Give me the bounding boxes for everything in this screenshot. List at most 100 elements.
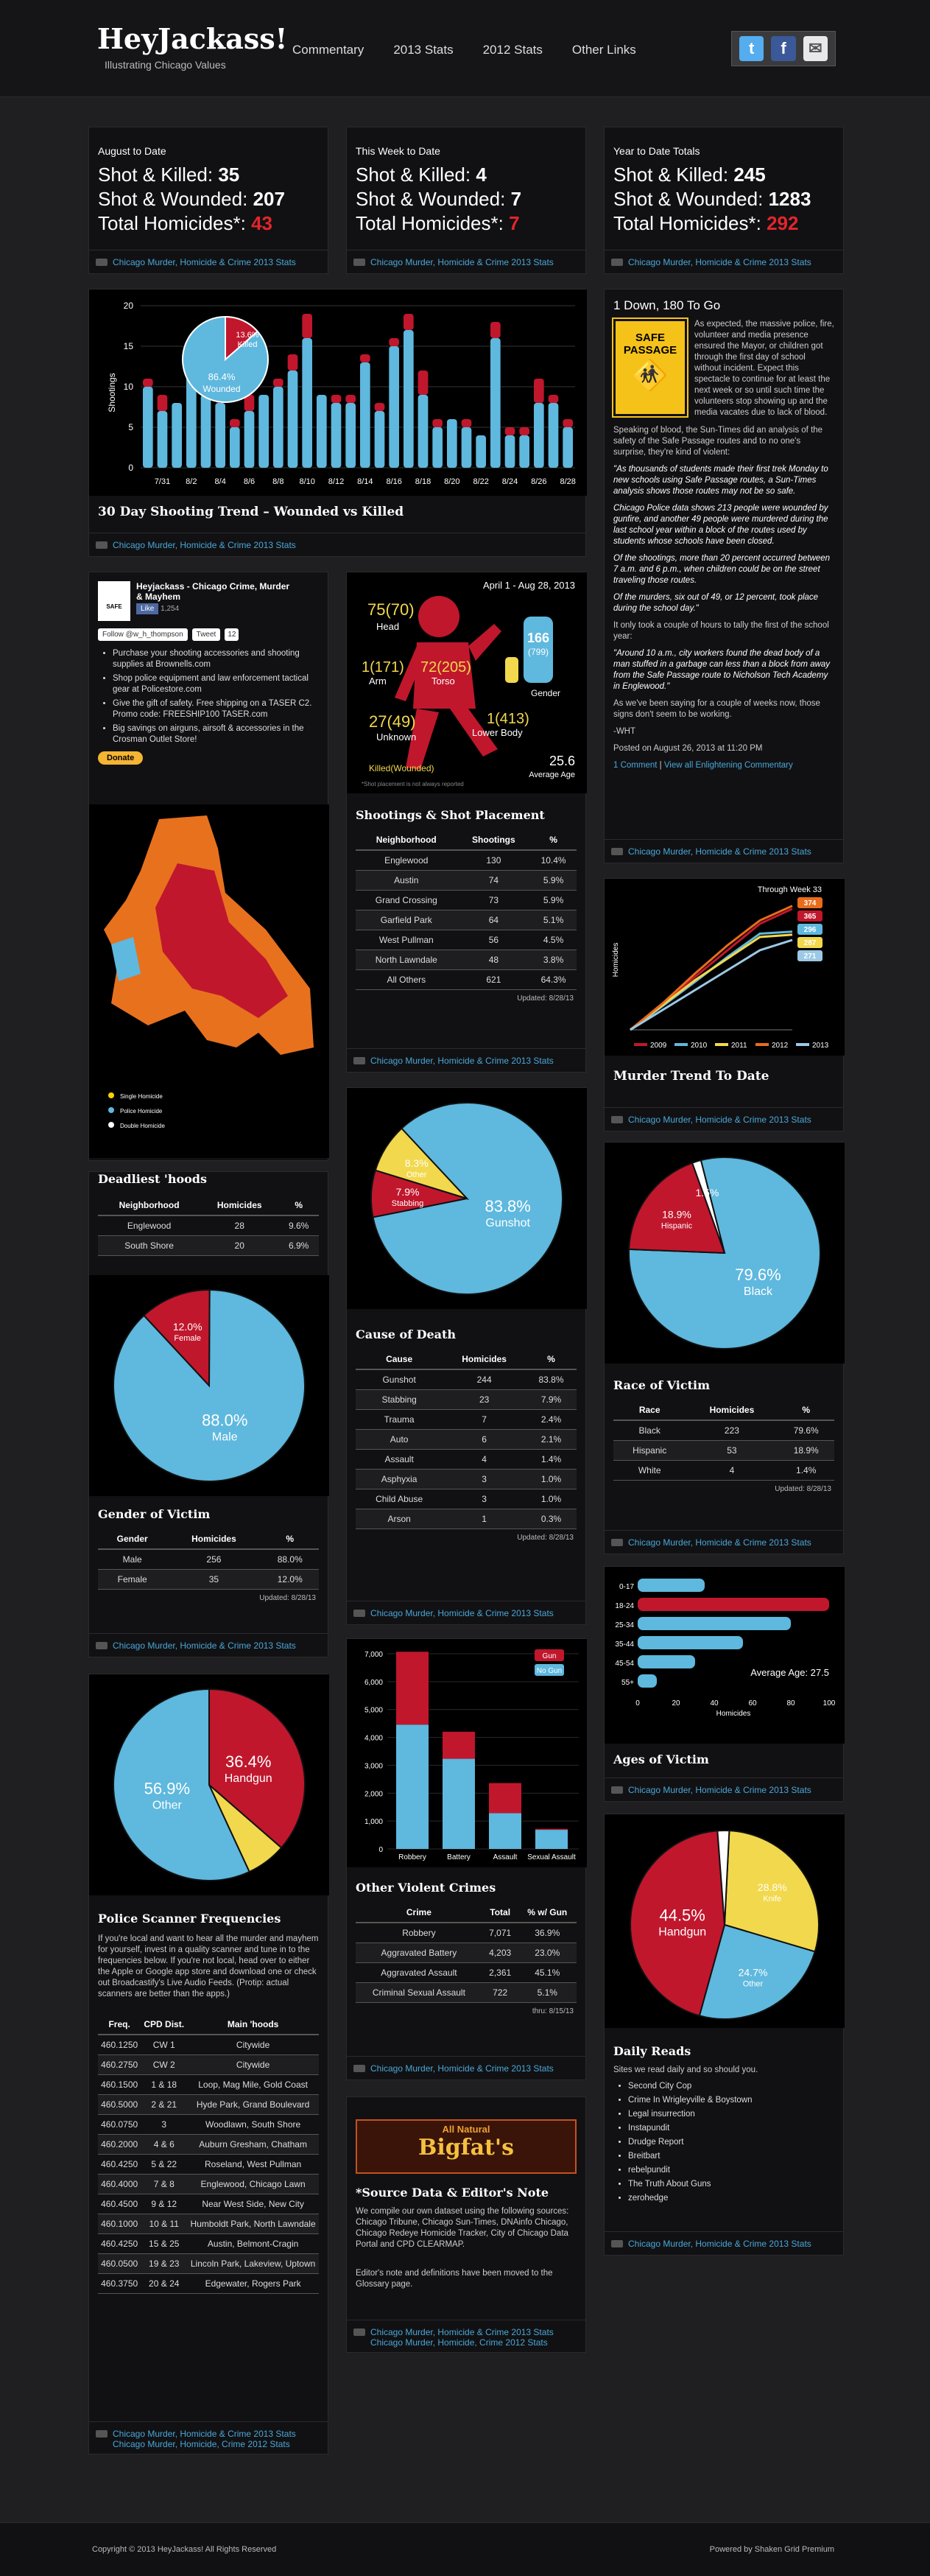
end-value-badge xyxy=(797,937,822,948)
donate-button[interactable]: Donate xyxy=(98,751,144,765)
table-cell: 4 xyxy=(686,1460,778,1481)
powered-by[interactable]: Powered by Shaken Grid Premium xyxy=(709,2545,834,2554)
panel-footer-link[interactable]: Chicago Murder, Homicide & Crime 2013 St… xyxy=(89,2421,328,2454)
torso-count: 72(205) xyxy=(420,659,471,675)
onedown-panel: 1 Down, 180 To Go SAFE PASSAGE 🚸 As expe… xyxy=(604,289,844,863)
fb-like-button[interactable]: Like xyxy=(136,603,159,614)
twitter-icon[interactable]: t xyxy=(739,36,764,61)
twitter-follow-button[interactable]: Follow @w_h_thompson xyxy=(98,628,188,641)
footer-link-2012[interactable]: Chicago Murder, Homicide, Crime 2012 Sta… xyxy=(370,2337,548,2348)
panel-footer-link[interactable]: Chicago Murder, Homicide & Crime 2013 St… xyxy=(347,2056,585,2080)
tweet-count: 12 xyxy=(225,628,239,641)
y-tick-label: 35-44 xyxy=(615,1640,634,1649)
panel-footer-link[interactable]: Chicago Murder, Homicide & Crime 2013 St… xyxy=(347,2320,585,2352)
scanner-intro: If you're local and want to hear all the… xyxy=(98,1934,319,1998)
view-commentary-link[interactable]: View all Enlightening Commentary xyxy=(663,761,793,770)
pie-slice xyxy=(208,1688,306,1849)
store-logo: SAFE xyxy=(98,581,130,621)
read-link[interactable]: Crime In Wrigleyville & Boystown xyxy=(628,2095,834,2106)
hoods-title: Deadliest 'hoods xyxy=(98,1172,207,1186)
email-icon[interactable]: ✉ xyxy=(803,36,828,61)
cause-table: Cause Homicides% Gunshot 244 83.8% Stabbing 2… xyxy=(356,1350,577,1529)
store-item[interactable]: Big savings on airguns, airsoft & access… xyxy=(113,723,319,745)
panel-footer-link[interactable]: Chicago Murder, Homicide & Crime 2013 St… xyxy=(605,2231,843,2255)
table-cell: Asphyxia xyxy=(356,1469,443,1489)
footer-link-2013[interactable]: Chicago Murder, Homicide & Crime 2013 St… xyxy=(370,2327,554,2337)
trend30-panel: 0 5 10 15 20 Shootings 7/31 8/2 8/4 8/6 8/8 8/10 8/1… xyxy=(88,289,587,557)
tweet-button[interactable]: Tweet xyxy=(191,628,221,641)
panel-footer-link[interactable]: Chicago Murder, Homicide & Crime 2013 St… xyxy=(605,250,843,273)
table-cell: South Shore xyxy=(98,1235,201,1256)
pie-label-value: 83.8% xyxy=(485,1197,530,1215)
x-tick-label: 60 xyxy=(748,1699,757,1708)
table-cell: Stabbing xyxy=(356,1389,443,1410)
col-header: Total xyxy=(482,1903,518,1923)
nav-2013-stats[interactable]: 2013 Stats xyxy=(393,43,454,57)
read-link[interactable]: The Truth About Guns xyxy=(628,2179,834,2190)
nav-2012-stats[interactable]: 2012 Stats xyxy=(482,43,543,57)
read-link[interactable]: zerohedge xyxy=(628,2193,834,2204)
read-link[interactable]: Instapundit xyxy=(628,2123,834,2134)
panel-footer-link[interactable]: Chicago Murder, Homicide & Crime 2013 St… xyxy=(605,1777,843,1801)
table-cell: Austin xyxy=(356,870,457,891)
x-tick-label: 8/2 xyxy=(186,477,197,486)
chicago-homicide-map[interactable]: Single Homicide Police Homicide Double Hom… xyxy=(89,804,329,1158)
panel-footer-link[interactable]: Chicago Murder, Homicide & Crime 2013 St… xyxy=(347,250,585,273)
read-link[interactable]: Drudge Report xyxy=(628,2137,834,2148)
head-count: 75(70) xyxy=(367,600,415,619)
table-cell: Humboldt Park, North Lawndale xyxy=(187,2214,319,2234)
scanner-row: 460.0750 3 Woodlawn, South Shore xyxy=(98,2114,319,2135)
x-tick-label: 8/18 xyxy=(415,477,431,486)
value-shot-killed: 4 xyxy=(476,164,487,186)
legs-shape xyxy=(406,709,498,770)
footer-link-2013[interactable]: Chicago Murder, Homicide & Crime 2013 St… xyxy=(113,2429,296,2439)
table-cell: 3 xyxy=(141,2114,188,2135)
pie-label-value: 24.7% xyxy=(739,1966,768,1978)
footer-link-2012[interactable]: Chicago Murder, Homicide, Crime 2012 Sta… xyxy=(113,2439,290,2449)
bar-wounded xyxy=(258,395,269,468)
site-header: HeyJackass! Illustrating Chicago Values … xyxy=(0,0,930,97)
value-shot-wounded: 207 xyxy=(253,188,285,210)
read-link[interactable]: rebelpundit xyxy=(628,2165,834,2176)
facebook-icon[interactable]: f xyxy=(771,36,796,61)
pie-label-name: Other xyxy=(152,1800,183,1812)
violent-row: Aggravated Battery 4,203 23.0% xyxy=(356,1942,577,1963)
panel-footer-link[interactable]: Chicago Murder, Homicide & Crime 2013 St… xyxy=(605,1530,843,1554)
panel-footer-link[interactable]: Chicago Murder, Homicide & Crime 2013 St… xyxy=(89,250,328,273)
table-cell: 460.2000 xyxy=(98,2134,141,2155)
comments-link[interactable]: 1 Comment xyxy=(613,761,658,770)
cause-pie-chart: 83.8% Gunshot 7.9%Stabbing 8.3% Other xyxy=(347,1088,587,1309)
store-list: Purchase your shooting accessories and s… xyxy=(98,648,319,745)
site-logo[interactable]: HeyJackass! xyxy=(97,22,288,55)
read-link[interactable]: Legal insurrection xyxy=(628,2109,834,2120)
onedown-p2: It only took a couple of hours to tally … xyxy=(613,621,829,641)
panel-footer-link[interactable]: Chicago Murder, Homicide & Crime 2013 St… xyxy=(605,1107,843,1131)
panel-footer-link[interactable]: Chicago Murder, Homicide & Crime 2013 St… xyxy=(347,1601,585,1624)
panel-footer-link[interactable]: Chicago Murder, Homicide & Crime 2013 St… xyxy=(605,839,843,863)
scanner-pie-chart: 36.4%Handgun 56.9% Other xyxy=(89,1674,329,1895)
nav-other-links[interactable]: Other Links xyxy=(571,43,636,57)
x-tick-label: 8/22 xyxy=(473,477,488,486)
age-bar xyxy=(638,1655,695,1668)
inset-wounded-label: Wounded xyxy=(202,384,240,394)
placement-row: Garfield Park 64 5.1% xyxy=(356,910,577,930)
panel-footer-link[interactable]: Chicago Murder, Homicide & Crime 2013 St… xyxy=(89,533,585,556)
updated-note: Updated: 8/28/13 xyxy=(259,1594,316,1602)
placement-row: North Lawndale 48 3.8% xyxy=(356,950,577,970)
read-link[interactable]: Second City Cop xyxy=(628,2081,834,2092)
y-tick-label: 10 xyxy=(124,382,134,392)
banner-text-main: Bigfat's xyxy=(418,2135,514,2161)
table-cell: 23.0% xyxy=(518,1942,577,1963)
panel-footer-link[interactable]: Chicago Murder, Homicide & Crime 2013 St… xyxy=(347,1048,585,1072)
violent-row: Aggravated Assault 2,361 45.1% xyxy=(356,1962,577,1983)
bigfats-banner[interactable]: All Natural Bigfat's xyxy=(356,2119,577,2174)
nav-commentary[interactable]: Commentary xyxy=(292,43,364,57)
panel-footer-link[interactable]: Chicago Murder, Homicide & Crime 2013 St… xyxy=(89,1633,328,1657)
store-item[interactable]: Purchase your shooting accessories and s… xyxy=(113,648,319,670)
bar-wounded xyxy=(273,387,283,468)
read-link[interactable]: Breitbart xyxy=(628,2151,834,2162)
store-item[interactable]: Give the gift of safety. Free shipping o… xyxy=(113,698,319,720)
store-item[interactable]: Shop police equipment and law enforcemen… xyxy=(113,673,319,695)
bar-wounded xyxy=(200,395,211,468)
ages-panel: 0-17 18-24 25-34 35-44 45-54 55+ 0 20 40 60 80 100 H… xyxy=(604,1566,845,1802)
